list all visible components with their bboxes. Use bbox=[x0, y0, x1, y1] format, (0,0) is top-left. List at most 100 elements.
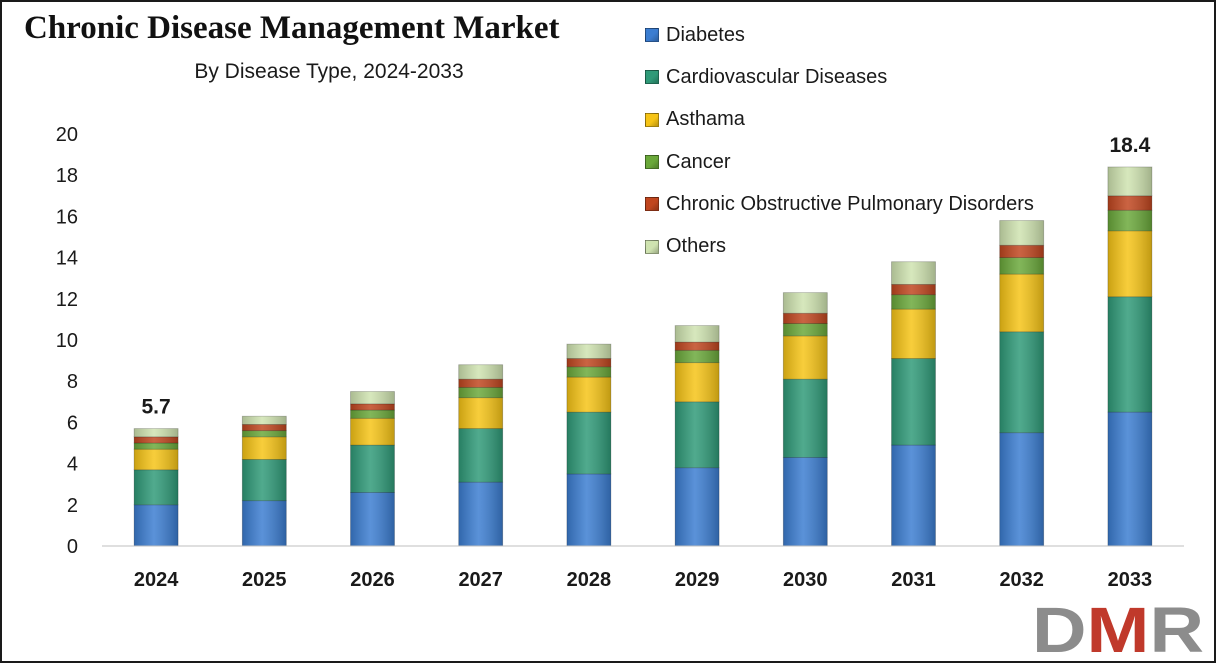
bar-segment-shading bbox=[891, 294, 936, 310]
bar-segment-shading bbox=[999, 432, 1044, 546]
bar-segment-shading bbox=[566, 412, 611, 474]
bar-segment-shading bbox=[566, 377, 611, 413]
y-tick-label: 18 bbox=[56, 165, 78, 187]
legend: Diabetes Cardiovascular Diseases Asthama Ca… bbox=[645, 14, 1034, 268]
bar-stack-2024 bbox=[133, 428, 179, 547]
bar-segment-shading bbox=[783, 313, 828, 324]
x-tick-label: 2024 bbox=[134, 569, 179, 591]
bar-segment-shading bbox=[675, 467, 720, 546]
bar-segment-shading bbox=[675, 401, 720, 468]
y-tick-label: 0 bbox=[67, 536, 78, 558]
y-tick-label: 2 bbox=[67, 495, 78, 517]
logo-letter-d: D bbox=[1032, 598, 1087, 656]
bar-segment-shading bbox=[783, 335, 828, 380]
x-tick-label: 2031 bbox=[891, 569, 936, 591]
bar-segment-shading bbox=[566, 473, 611, 546]
bar-segment-shading bbox=[242, 416, 287, 425]
bar-segment-shading bbox=[566, 366, 611, 378]
bar-segment-shading bbox=[134, 436, 179, 443]
x-tick-label: 2032 bbox=[999, 569, 1044, 591]
logo-letter-r: R bbox=[1149, 598, 1204, 656]
bar-stack-2027 bbox=[458, 364, 504, 547]
bar-segment-shading bbox=[350, 418, 395, 446]
legend-label: Asthama bbox=[666, 108, 745, 131]
bar-segment-shading bbox=[999, 331, 1044, 433]
bar-segment-shading bbox=[242, 424, 287, 431]
bar-segment-shading bbox=[675, 325, 720, 343]
bar-segment-shading bbox=[350, 410, 395, 419]
bar-segment-shading bbox=[891, 284, 936, 295]
bar-stack-2028 bbox=[566, 343, 612, 547]
legend-swatch bbox=[645, 155, 659, 170]
x-tick-label: 2027 bbox=[458, 569, 503, 591]
legend-label: Diabetes bbox=[666, 23, 745, 46]
bar-segment-shading bbox=[783, 323, 828, 336]
bar-segment-shading bbox=[350, 492, 395, 546]
legend-label: Others bbox=[666, 235, 727, 258]
bar-stack-2026 bbox=[350, 391, 395, 547]
bar-segment-shading bbox=[458, 428, 503, 483]
bar-segment-shading bbox=[134, 443, 179, 450]
legend-item: Others bbox=[645, 225, 1034, 267]
legend-label: Cancer bbox=[666, 150, 731, 173]
bar-segment-shading bbox=[458, 379, 503, 388]
bar-segment-shading bbox=[134, 449, 179, 470]
bar-segment-shading bbox=[999, 274, 1044, 332]
legend-label: Cardiovascular Diseases bbox=[666, 65, 888, 88]
legend-swatch bbox=[645, 28, 659, 43]
bar-segment-shading bbox=[999, 245, 1044, 258]
data-label-2024: 5.7 bbox=[141, 396, 170, 419]
legend-item: Diabetes bbox=[645, 14, 1034, 56]
bar-segment-shading bbox=[999, 257, 1044, 275]
bar-segment-shading bbox=[134, 469, 179, 505]
legend-swatch bbox=[645, 70, 659, 85]
y-tick-label: 10 bbox=[56, 330, 78, 352]
bar-segment-shading bbox=[134, 428, 179, 437]
bar-segment-shading bbox=[675, 362, 720, 402]
bar-segment-shading bbox=[566, 358, 611, 367]
y-tick-label: 6 bbox=[67, 412, 78, 434]
bar-stack-2025 bbox=[241, 415, 287, 547]
chart-subtitle: By Disease Type, 2024-2033 bbox=[194, 60, 464, 83]
legend-label: Chronic Obstructive Pulmonary Disorders bbox=[666, 192, 1034, 215]
bar-segment-shading bbox=[891, 309, 936, 359]
bar-segment-shading bbox=[891, 358, 936, 446]
y-tick-label: 14 bbox=[56, 248, 78, 270]
bar-segment-shading bbox=[1107, 230, 1152, 297]
x-tick-label: 2028 bbox=[567, 569, 612, 591]
bar-segment-shading bbox=[350, 445, 395, 493]
chart-title: Chronic Disease Management Market bbox=[24, 10, 560, 46]
bar-segment-shading bbox=[1107, 296, 1152, 413]
y-tick-label: 8 bbox=[67, 371, 78, 393]
bar-segment-shading bbox=[242, 430, 287, 437]
y-tick-label: 16 bbox=[56, 206, 78, 228]
legend-item: Chronic Obstructive Pulmonary Disorders bbox=[645, 183, 1034, 225]
bar-segment-shading bbox=[783, 457, 828, 546]
bar-segment-shading bbox=[242, 500, 287, 546]
bar-stack-2032 bbox=[999, 220, 1045, 547]
y-tick-label: 12 bbox=[56, 289, 78, 311]
legend-swatch bbox=[645, 112, 659, 127]
bar-segment-shading bbox=[350, 403, 395, 411]
bar-segment-shading bbox=[891, 445, 936, 546]
bar-segment-shading bbox=[242, 436, 287, 460]
legend-item: Cancer bbox=[645, 141, 1034, 183]
legend-item: Asthama bbox=[645, 99, 1034, 141]
bar-segment-shading bbox=[675, 342, 720, 351]
x-tick-label: 2030 bbox=[783, 569, 828, 591]
legend-item: Cardiovascular Diseases bbox=[645, 56, 1034, 98]
x-tick-label: 2033 bbox=[1108, 569, 1153, 591]
bar-segment-shading bbox=[891, 261, 936, 285]
data-label-2033: 18.4 bbox=[1109, 134, 1150, 157]
bar-stack-2031 bbox=[891, 261, 936, 547]
legend-swatch bbox=[645, 197, 659, 212]
legend-swatch bbox=[645, 239, 659, 254]
bar-segment-shading bbox=[783, 292, 828, 314]
bar-segment-shading bbox=[134, 504, 179, 546]
bar-segment-shading bbox=[1107, 195, 1152, 211]
x-tick-label: 2026 bbox=[350, 569, 395, 591]
svg-text:DMR: DMR bbox=[1032, 598, 1204, 656]
